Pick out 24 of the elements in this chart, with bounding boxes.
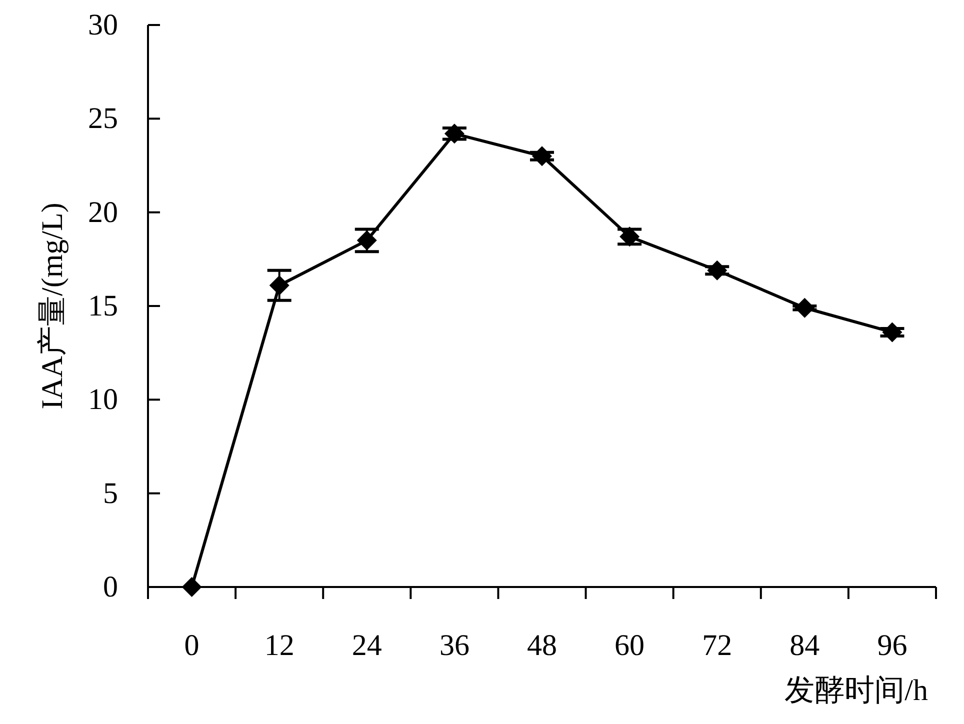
point bbox=[269, 275, 290, 296]
x-tick-label: 84 bbox=[790, 629, 820, 662]
point bbox=[707, 260, 728, 280]
x-tick-label: 0 bbox=[184, 629, 200, 662]
y-tick-label: 10 bbox=[88, 383, 118, 416]
y-tick-label: 30 bbox=[88, 8, 118, 42]
x-axis-title: 发酵时间/h bbox=[784, 674, 928, 707]
y-tick-label: 5 bbox=[103, 476, 118, 510]
point bbox=[794, 298, 815, 318]
point bbox=[182, 577, 202, 597]
y-tick-label: 0 bbox=[103, 570, 118, 604]
y-tick-label: 20 bbox=[88, 196, 118, 229]
x-tick-label: 96 bbox=[877, 629, 908, 662]
x-tick-label: 12 bbox=[264, 629, 294, 662]
y-tick-label: 25 bbox=[88, 102, 118, 136]
point bbox=[882, 322, 902, 342]
point bbox=[532, 146, 552, 166]
x-tick-label: 72 bbox=[702, 629, 732, 662]
x-tick-label: 36 bbox=[439, 629, 470, 662]
x-tick-label: 60 bbox=[614, 629, 645, 662]
y-tick-label: 15 bbox=[88, 290, 118, 322]
y-axis-title: IAA产量/(mg/L) bbox=[36, 202, 69, 410]
x-tick-label: 48 bbox=[527, 629, 557, 662]
x-tick-label: 24 bbox=[352, 629, 382, 662]
